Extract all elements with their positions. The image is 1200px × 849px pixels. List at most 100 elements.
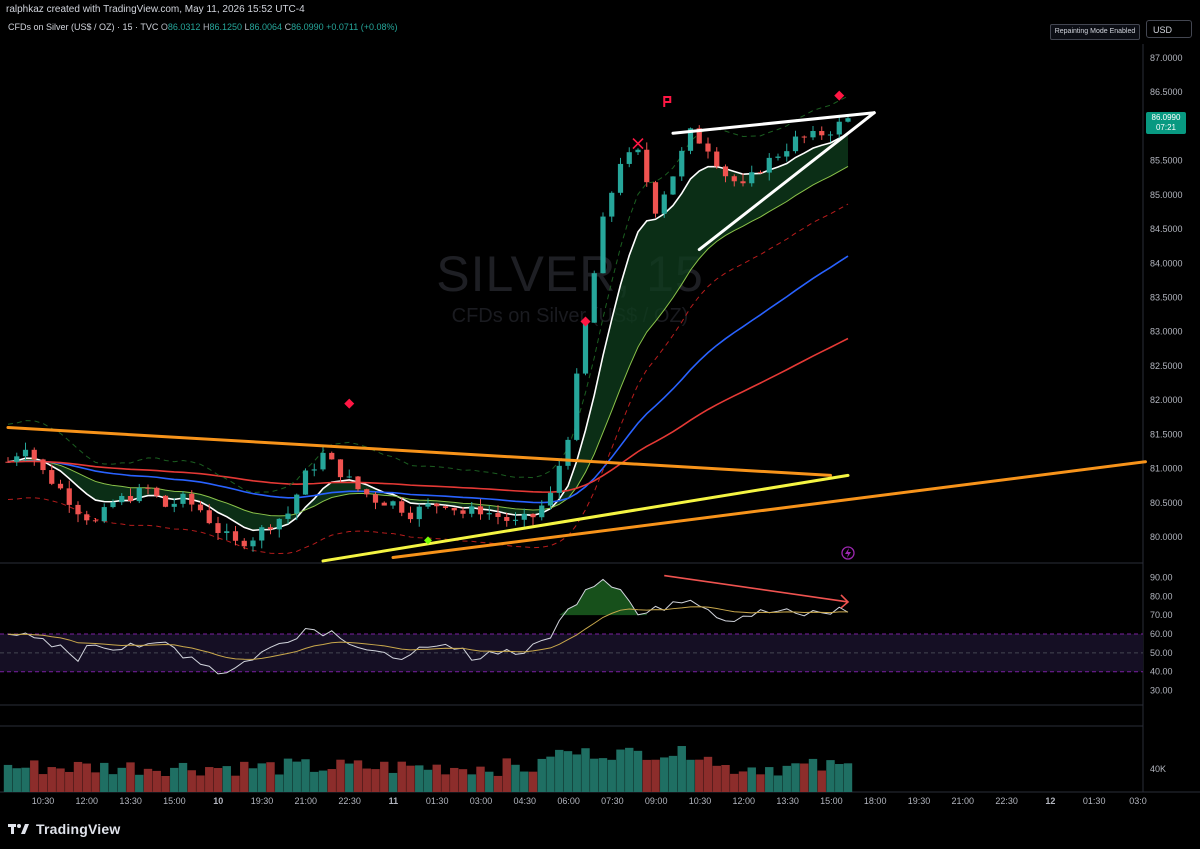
candlesticks [5,115,851,552]
time-axis-tick: 18:00 [864,796,887,806]
symbol-description[interactable]: CFDs on Silver (US$ / OZ) · 15 · TVC [8,22,159,32]
time-axis-tick: 19:30 [908,796,931,806]
rsi-axis-tick: 90.00 [1150,572,1173,582]
close-value: 86.0990 [291,22,324,32]
volume-bar [791,763,800,792]
change-value: +0.0711 (+0.08%) [326,22,398,32]
volume-bar [257,763,266,792]
volume-bar [493,775,503,792]
candle-body [617,163,624,193]
candle-body [810,131,816,138]
candle-body [687,128,694,151]
candle-body [250,540,256,547]
rsi-axis-tick: 70.00 [1150,610,1173,620]
time-axis-tick: 15:00 [820,796,843,806]
candle-body [582,322,589,374]
candle-body [845,118,851,122]
rsi-axis-tick: 80.00 [1150,591,1173,601]
volume-bar [843,763,853,792]
volume-bar [143,768,153,792]
candle-body [766,157,772,173]
candle-body [486,513,492,515]
candle-body [66,488,72,505]
candle-body [784,151,790,157]
rsi-axis: 90.00 80.00 70.00 60.00 50.00 40.00 30.00 [1150,572,1173,695]
candle-body [460,510,466,514]
trendline-white-bottom [697,111,876,252]
rsi-axis-tick: 40.00 [1150,667,1173,677]
volume-bar [826,760,835,792]
candle-body [241,540,247,547]
candle-body [521,513,527,520]
price-axis-tick: 85.0000 [1150,190,1183,200]
rsi-axis-tick: 50.00 [1150,648,1173,658]
price-axis-tick: 82.0000 [1150,395,1183,405]
volume-bar [248,768,258,792]
candle-body [644,149,650,183]
candle-body [434,503,440,507]
candle-body [442,506,449,508]
flag-marker [663,96,672,108]
volume-bar [546,756,555,792]
volume-bar [817,770,826,792]
volume-bar [152,770,161,792]
candle-body [57,483,64,489]
candle-body [171,503,177,507]
time-axis[interactable]: 10:30 12:00 13:30 15:00 10 19:30 21:00 22:30 11 0… [32,796,1147,806]
time-axis-tick: 03:0 [1129,796,1147,806]
high-label: H [202,22,210,32]
volume-bar [266,762,275,792]
trendlines[interactable] [6,111,1147,563]
price-axis-tick: 84.5000 [1150,224,1183,234]
bar-countdown: 07:21 [1155,123,1177,132]
candle-body [75,504,81,515]
candle-body [320,452,326,470]
volume-bar [747,767,756,792]
candle-body [390,501,396,506]
volume-bar [345,763,354,792]
volume-bar [362,768,371,792]
candle-body [731,176,737,182]
candle-body [565,439,571,466]
time-axis-tick: 12:00 [76,796,99,806]
candle-body [451,507,457,511]
volume-bar [633,750,643,792]
volume-bar [450,767,459,792]
candle-body [425,503,431,507]
alert-icon[interactable] [841,546,855,560]
symbol-legend[interactable]: CFDs on Silver (US$ / OZ) · 15 · TVC O86… [8,22,398,32]
trendline-yellow-ascending [321,473,850,563]
volume-bar [310,771,319,792]
volume-bar [275,774,284,792]
volume-bar [91,772,100,792]
volume-bar [65,771,74,792]
price-axis-tick: 83.5000 [1150,293,1183,303]
candle-body [206,510,212,524]
volume-bar [353,760,363,792]
currency-selector[interactable]: USD [1146,20,1192,38]
volume-bar [222,766,231,792]
buy-diamond-marker [424,536,432,545]
last-price-label: 86.0990 07:21 [1146,112,1186,134]
volume-bar [318,770,328,792]
candle-body [635,149,641,153]
brand-name: TradingView [36,821,121,837]
time-axis-tick: 21:00 [295,796,318,806]
cross-marker [632,137,644,150]
candle-body [574,373,580,440]
repaint-mode-badge[interactable]: Repainting Mode Enabled [1050,24,1140,40]
candle-body [364,489,370,495]
volume-bar [196,775,205,792]
sell-diamond-marker [834,90,845,101]
candle-body [504,516,510,521]
candle-body [136,487,142,502]
candle-body [827,134,834,136]
candle-body [556,465,562,493]
volume-axis: 40K [1150,764,1166,774]
volume-bar [441,774,450,792]
candle-body [346,476,352,478]
candle-body [591,273,597,323]
tradingview-brand[interactable]: TradingView [8,821,120,837]
volume-bar [651,759,660,792]
